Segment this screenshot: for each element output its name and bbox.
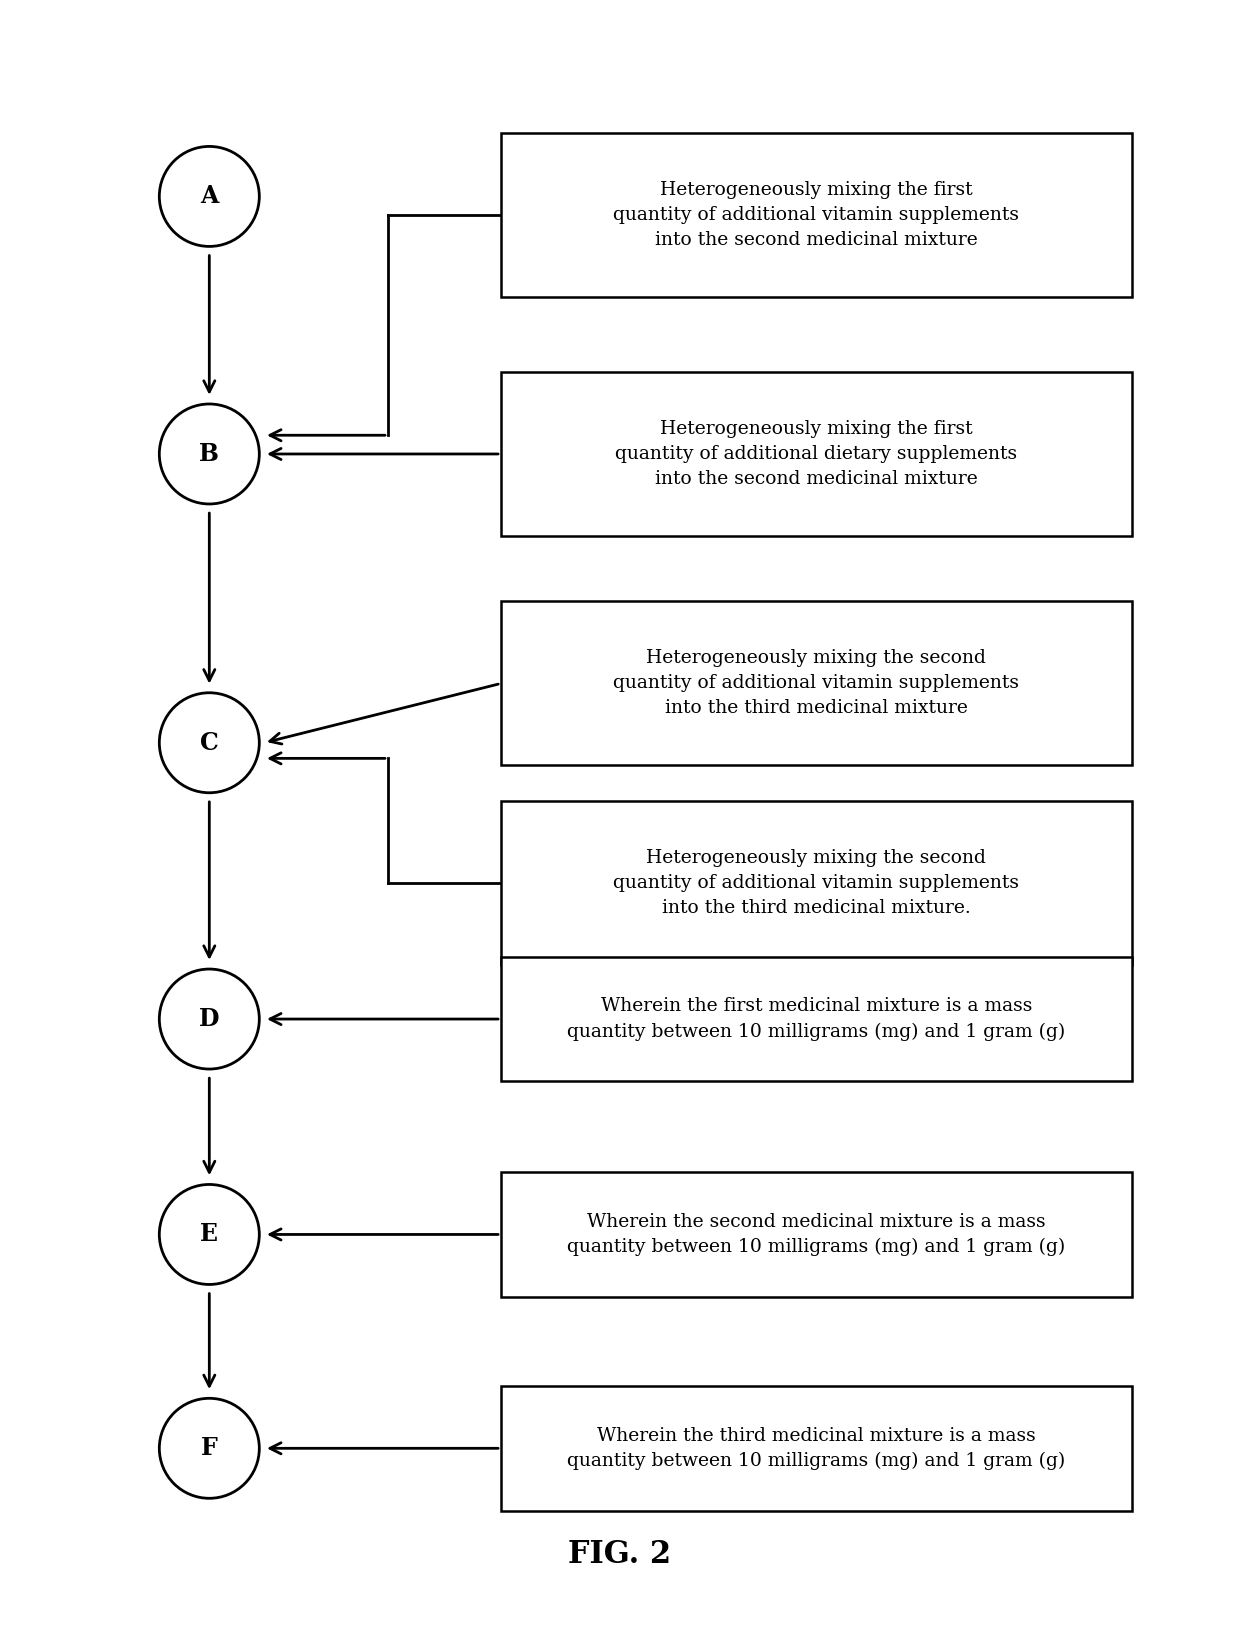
Text: C: C [200, 730, 218, 754]
Text: Heterogeneously mixing the second
quantity of additional vitamin supplements
int: Heterogeneously mixing the second quanti… [614, 649, 1019, 717]
Text: D: D [200, 1006, 219, 1031]
Text: Heterogeneously mixing the first
quantity of additional vitamin supplements
into: Heterogeneously mixing the first quantit… [614, 180, 1019, 249]
Text: FIG. 2: FIG. 2 [568, 1538, 672, 1571]
FancyBboxPatch shape [501, 602, 1132, 766]
Text: Heterogeneously mixing the first
quantity of additional dietary supplements
into: Heterogeneously mixing the first quantit… [615, 420, 1018, 488]
Ellipse shape [159, 1398, 259, 1498]
FancyBboxPatch shape [501, 956, 1132, 1081]
Text: F: F [201, 1436, 218, 1460]
FancyBboxPatch shape [501, 1172, 1132, 1298]
Ellipse shape [159, 403, 259, 504]
FancyBboxPatch shape [501, 802, 1132, 966]
FancyBboxPatch shape [501, 133, 1132, 298]
Ellipse shape [159, 693, 259, 793]
Text: Heterogeneously mixing the second
quantity of additional vitamin supplements
int: Heterogeneously mixing the second quanti… [614, 849, 1019, 917]
Ellipse shape [159, 969, 259, 1068]
Text: Wherein the first medicinal mixture is a mass
quantity between 10 milligrams (mg: Wherein the first medicinal mixture is a… [567, 997, 1065, 1041]
FancyBboxPatch shape [501, 372, 1132, 537]
Text: Wherein the second medicinal mixture is a mass
quantity between 10 milligrams (m: Wherein the second medicinal mixture is … [567, 1213, 1065, 1257]
FancyBboxPatch shape [501, 1385, 1132, 1511]
Text: E: E [201, 1223, 218, 1247]
Ellipse shape [159, 1184, 259, 1285]
Text: B: B [200, 442, 219, 467]
Text: Wherein the third medicinal mixture is a mass
quantity between 10 milligrams (mg: Wherein the third medicinal mixture is a… [567, 1426, 1065, 1470]
Ellipse shape [159, 146, 259, 247]
Text: A: A [200, 184, 218, 208]
